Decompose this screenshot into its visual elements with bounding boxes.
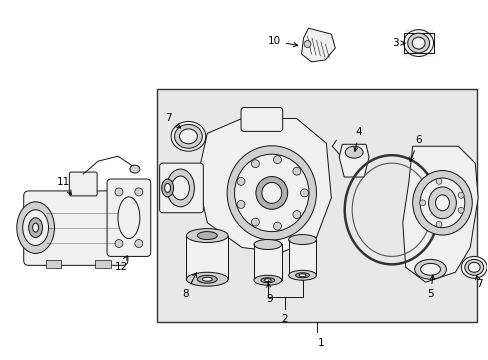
- Ellipse shape: [412, 171, 471, 235]
- Ellipse shape: [171, 176, 189, 200]
- Ellipse shape: [255, 176, 287, 209]
- Ellipse shape: [234, 154, 308, 231]
- Text: 12: 12: [114, 256, 127, 272]
- Ellipse shape: [186, 272, 228, 286]
- Text: 11: 11: [57, 177, 71, 195]
- Text: 6: 6: [409, 135, 421, 162]
- Ellipse shape: [288, 270, 316, 280]
- Circle shape: [292, 211, 300, 219]
- Ellipse shape: [164, 184, 170, 192]
- Circle shape: [115, 188, 122, 196]
- Circle shape: [237, 201, 244, 208]
- Ellipse shape: [264, 279, 271, 282]
- Polygon shape: [402, 146, 477, 282]
- Text: 7: 7: [165, 113, 180, 128]
- Text: 2: 2: [281, 314, 287, 324]
- Ellipse shape: [130, 165, 140, 173]
- Ellipse shape: [174, 125, 202, 148]
- Circle shape: [251, 160, 259, 168]
- Ellipse shape: [468, 262, 479, 272]
- Ellipse shape: [33, 223, 39, 232]
- FancyBboxPatch shape: [107, 179, 150, 256]
- Circle shape: [273, 156, 281, 164]
- Ellipse shape: [427, 187, 455, 219]
- Ellipse shape: [17, 202, 54, 253]
- Circle shape: [304, 41, 310, 48]
- Text: 1: 1: [317, 338, 324, 348]
- Ellipse shape: [253, 275, 281, 285]
- Ellipse shape: [179, 129, 197, 144]
- Circle shape: [135, 188, 142, 196]
- Text: 3: 3: [391, 38, 404, 48]
- Circle shape: [273, 222, 281, 230]
- Ellipse shape: [420, 264, 440, 275]
- Circle shape: [115, 239, 122, 247]
- Ellipse shape: [262, 183, 281, 203]
- Circle shape: [435, 221, 441, 227]
- Ellipse shape: [464, 260, 483, 275]
- Bar: [156, 89, 476, 322]
- Ellipse shape: [202, 277, 212, 281]
- Bar: [404, 29, 432, 57]
- Ellipse shape: [407, 33, 428, 53]
- Circle shape: [457, 192, 463, 198]
- Polygon shape: [197, 118, 331, 252]
- Text: 4: 4: [353, 127, 362, 152]
- FancyBboxPatch shape: [69, 172, 97, 196]
- Text: 9: 9: [266, 283, 273, 304]
- Ellipse shape: [226, 146, 316, 240]
- Ellipse shape: [29, 218, 42, 238]
- Ellipse shape: [197, 275, 217, 283]
- Text: 5: 5: [427, 275, 434, 299]
- Ellipse shape: [22, 210, 48, 246]
- Circle shape: [135, 239, 142, 247]
- Ellipse shape: [435, 195, 448, 211]
- Ellipse shape: [403, 30, 433, 57]
- Ellipse shape: [414, 260, 446, 279]
- Ellipse shape: [197, 231, 217, 239]
- Circle shape: [435, 178, 441, 184]
- Bar: [95, 260, 111, 268]
- Polygon shape: [339, 144, 368, 177]
- Bar: [253, 244, 281, 280]
- Ellipse shape: [171, 121, 205, 151]
- Text: 7: 7: [475, 275, 482, 289]
- Ellipse shape: [345, 146, 362, 158]
- Ellipse shape: [288, 235, 316, 244]
- Ellipse shape: [162, 179, 173, 197]
- Circle shape: [419, 200, 425, 206]
- Ellipse shape: [419, 178, 464, 228]
- FancyBboxPatch shape: [160, 163, 203, 213]
- Ellipse shape: [253, 239, 281, 249]
- Circle shape: [251, 218, 259, 226]
- Ellipse shape: [460, 256, 486, 278]
- Circle shape: [300, 189, 308, 197]
- Text: 10: 10: [267, 36, 297, 47]
- Polygon shape: [301, 28, 335, 62]
- Ellipse shape: [295, 273, 309, 278]
- Text: 8: 8: [182, 273, 196, 299]
- Ellipse shape: [411, 37, 424, 49]
- Bar: [288, 239, 316, 275]
- Circle shape: [237, 177, 244, 185]
- Ellipse shape: [186, 229, 228, 243]
- FancyBboxPatch shape: [241, 108, 282, 131]
- Ellipse shape: [166, 169, 194, 207]
- Ellipse shape: [260, 278, 274, 283]
- Ellipse shape: [299, 274, 305, 277]
- Circle shape: [292, 167, 300, 175]
- Circle shape: [457, 207, 463, 213]
- Bar: [45, 260, 61, 268]
- FancyBboxPatch shape: [24, 191, 128, 265]
- Bar: [186, 235, 228, 279]
